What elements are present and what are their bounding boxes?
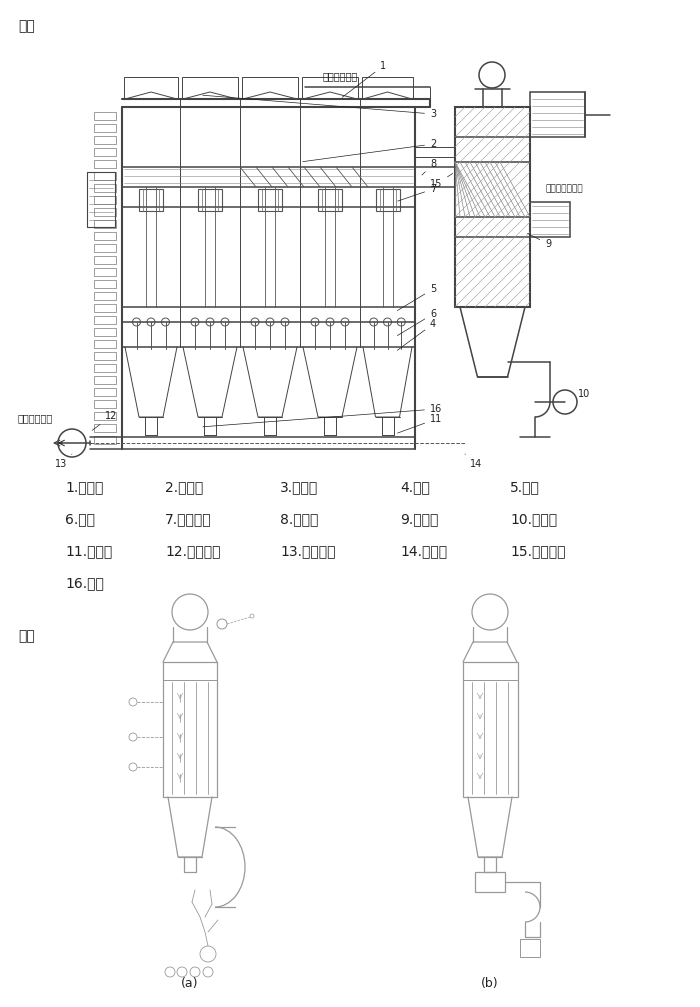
Bar bbox=[94, 388, 116, 396]
Bar bbox=[530, 92, 585, 137]
Bar bbox=[94, 292, 116, 300]
Bar bbox=[94, 232, 116, 240]
Bar bbox=[94, 136, 116, 144]
Text: 13: 13 bbox=[55, 454, 72, 469]
Bar bbox=[94, 124, 116, 132]
Text: 12.反吹风管: 12.反吹风管 bbox=[165, 544, 220, 558]
Bar bbox=[182, 77, 238, 99]
Bar bbox=[94, 196, 116, 204]
Text: (a): (a) bbox=[181, 977, 199, 990]
Bar bbox=[94, 160, 116, 168]
Text: 15.反吹风阀: 15.反吹风阀 bbox=[510, 544, 566, 558]
Text: 5: 5 bbox=[398, 284, 436, 310]
Text: 15: 15 bbox=[430, 173, 453, 189]
Text: 8: 8 bbox=[422, 159, 436, 175]
Bar bbox=[455, 107, 530, 307]
Bar bbox=[362, 77, 413, 99]
Text: 14: 14 bbox=[465, 454, 482, 469]
Bar bbox=[198, 189, 222, 211]
Bar bbox=[94, 316, 116, 324]
Bar bbox=[318, 189, 342, 211]
Bar bbox=[94, 172, 116, 180]
Text: 图一: 图一 bbox=[18, 19, 35, 33]
Bar bbox=[94, 328, 116, 336]
Text: 10.排气阀: 10.排气阀 bbox=[510, 512, 557, 526]
Text: 2.进气窑: 2.进气窑 bbox=[165, 480, 203, 494]
Text: 16.灰斗: 16.灰斗 bbox=[65, 576, 104, 590]
Bar bbox=[94, 256, 116, 264]
Text: 5.袋窑: 5.袋窑 bbox=[510, 480, 540, 494]
Text: 3.上花板: 3.上花板 bbox=[280, 480, 318, 494]
Text: 16: 16 bbox=[203, 404, 442, 427]
Bar bbox=[302, 77, 358, 99]
Text: 9: 9 bbox=[528, 234, 551, 249]
Bar bbox=[94, 436, 116, 444]
Text: 6.滤袋: 6.滤袋 bbox=[65, 512, 95, 526]
Bar bbox=[94, 112, 116, 120]
Text: 含尘气体入口: 含尘气体入口 bbox=[323, 71, 358, 81]
Bar bbox=[530, 202, 570, 237]
Bar bbox=[520, 939, 540, 957]
Bar bbox=[94, 412, 116, 420]
Bar bbox=[124, 77, 178, 99]
Text: 净化气体出口: 净化气体出口 bbox=[18, 413, 53, 423]
Bar bbox=[242, 77, 298, 99]
Bar bbox=[258, 189, 282, 211]
Bar bbox=[94, 208, 116, 215]
Text: 9.下花板: 9.下花板 bbox=[400, 512, 438, 526]
Bar bbox=[94, 400, 116, 408]
Bar bbox=[475, 872, 505, 892]
Text: 11.排气管: 11.排气管 bbox=[65, 544, 112, 558]
Bar bbox=[87, 172, 115, 227]
Text: 13.反吹风机: 13.反吹风机 bbox=[280, 544, 335, 558]
Text: 11: 11 bbox=[398, 414, 442, 433]
Bar bbox=[375, 189, 400, 211]
Bar bbox=[94, 424, 116, 432]
Text: 7: 7 bbox=[398, 184, 436, 201]
Bar bbox=[94, 148, 116, 156]
Text: 3: 3 bbox=[203, 96, 436, 119]
Bar bbox=[94, 376, 116, 384]
Text: 1.进气管: 1.进气管 bbox=[65, 480, 104, 494]
Bar bbox=[94, 280, 116, 288]
Text: 图二: 图二 bbox=[18, 629, 35, 643]
Text: 10: 10 bbox=[578, 389, 590, 399]
Bar bbox=[94, 244, 116, 252]
Text: 分室脉冲脉冲箱: 分室脉冲脉冲箱 bbox=[545, 184, 582, 193]
Bar bbox=[463, 662, 518, 797]
Text: 14.排灰阀: 14.排灰阀 bbox=[400, 544, 447, 558]
Text: 1: 1 bbox=[342, 61, 386, 98]
Text: 4.走廊: 4.走廊 bbox=[400, 480, 430, 494]
Text: 6: 6 bbox=[398, 309, 436, 335]
Bar bbox=[94, 340, 116, 348]
Bar bbox=[94, 220, 116, 228]
Bar bbox=[94, 304, 116, 312]
Text: (b): (b) bbox=[481, 977, 499, 990]
Bar bbox=[94, 352, 116, 359]
Text: 12: 12 bbox=[92, 411, 118, 430]
Bar bbox=[139, 189, 163, 211]
Text: 8.检修门: 8.检修门 bbox=[280, 512, 318, 526]
Text: 7.本体立框: 7.本体立框 bbox=[165, 512, 211, 526]
Bar bbox=[94, 268, 116, 276]
Bar bbox=[94, 184, 116, 192]
Text: 2: 2 bbox=[303, 139, 436, 162]
Text: 4: 4 bbox=[397, 319, 436, 350]
Bar bbox=[94, 364, 116, 372]
